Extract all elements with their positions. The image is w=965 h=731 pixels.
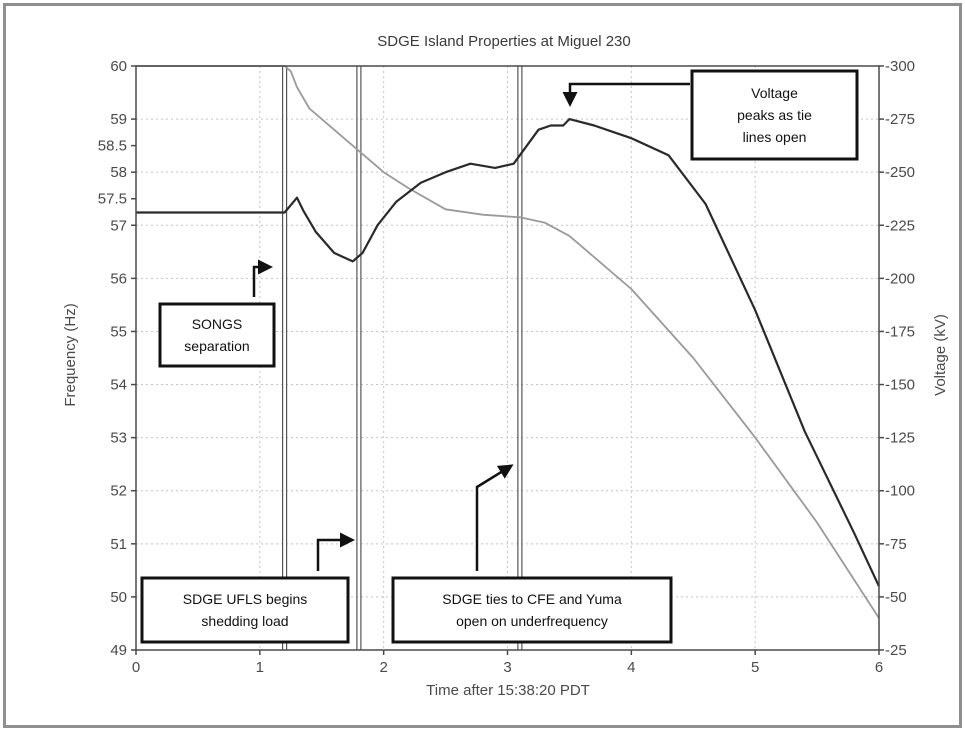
annotation-text-voltage: lines open <box>743 129 807 145</box>
y-right-tick-label: -75 <box>885 536 907 553</box>
arrow-ufls <box>316 532 355 571</box>
annotation-text-ties: open on underfrequency <box>456 613 608 629</box>
y-left-tick-label: 51 <box>110 536 127 553</box>
y-left-tick-label: 52 <box>110 483 127 500</box>
y-right-tick-label: -25 <box>885 642 907 659</box>
frequency-line <box>136 65 880 619</box>
y-left-tick-label: 57 <box>110 217 127 234</box>
x-axis-title: Time after 15:38:20 PDT <box>426 682 590 699</box>
y-right-tick-label: -275 <box>885 111 915 128</box>
x-tick-label: 4 <box>627 659 635 676</box>
x-tick-label: 2 <box>379 659 387 676</box>
y-left-tick-label: 57.5 <box>98 191 127 208</box>
x-tick-label: 3 <box>503 659 511 676</box>
axis-ticks: 0 1 2 3 4 5 649505152535455565757.55858.55960-… <box>98 58 915 676</box>
y-right-tick-label: -50 <box>885 589 907 606</box>
annotation-box-voltage <box>690 69 859 161</box>
x-tick-label: 5 <box>751 659 759 676</box>
y-left-tick-label: 49 <box>110 642 127 659</box>
y-left-tick-label: 50 <box>110 589 127 606</box>
annotation-box-ufls <box>140 576 350 644</box>
annotation-text-songs: SONGS <box>192 316 243 332</box>
y-left-tick-label: 54 <box>110 377 127 394</box>
y-left-tick-label: 59 <box>110 111 127 128</box>
x-tick-label: 1 <box>256 659 264 676</box>
annotation-box-songs <box>158 302 276 368</box>
y-right-tick-label: -100 <box>885 483 915 500</box>
y-right-tick-label: -175 <box>885 323 915 340</box>
annotation-text-voltage: peaks as tie <box>737 107 812 123</box>
annotation-text-ufls: SDGE UFLS begins <box>183 591 308 607</box>
event-lines <box>282 66 523 650</box>
y-left-tick-label: 58.5 <box>98 138 127 155</box>
annotation-text-ties: SDGE ties to CFE and Yuma <box>442 591 622 607</box>
y-right-tick-label: -300 <box>885 58 915 75</box>
y-right-tick-label: -150 <box>885 377 915 394</box>
arrow-voltage <box>562 82 690 107</box>
y-left-tick-label: 58 <box>110 164 127 181</box>
y-left-axis-title: Frequency (Hz) <box>62 303 79 406</box>
x-tick-label: 6 <box>875 659 883 676</box>
y-right-tick-label: -225 <box>885 217 915 234</box>
y-right-tick-label: -250 <box>885 164 915 181</box>
voltage-line <box>136 118 880 587</box>
y-right-tick-label: -200 <box>885 270 915 287</box>
y-right-axis-title: Voltage (kV) <box>932 314 949 396</box>
y-left-tick-label: 53 <box>110 430 127 447</box>
arrow-ties <box>475 464 514 571</box>
annotations: SONGS separation SDGE UFLS begins shedding … <box>140 69 859 644</box>
series-lines <box>136 65 880 619</box>
annotation-text-songs: separation <box>184 338 249 354</box>
x-tick-label: 0 <box>132 659 140 676</box>
y-left-tick-label: 56 <box>110 270 127 287</box>
chart-title: SDGE Island Properties at Miguel 230 <box>377 33 630 50</box>
annotation-text-ufls: shedding load <box>201 613 288 629</box>
annotation-box-ties <box>391 576 673 644</box>
annotation-text-voltage: Voltage <box>751 85 798 101</box>
arrow-songs <box>252 259 273 297</box>
y-left-tick-label: 60 <box>110 58 127 75</box>
y-left-tick-label: 55 <box>110 323 127 340</box>
y-right-tick-label: -125 <box>885 430 915 447</box>
